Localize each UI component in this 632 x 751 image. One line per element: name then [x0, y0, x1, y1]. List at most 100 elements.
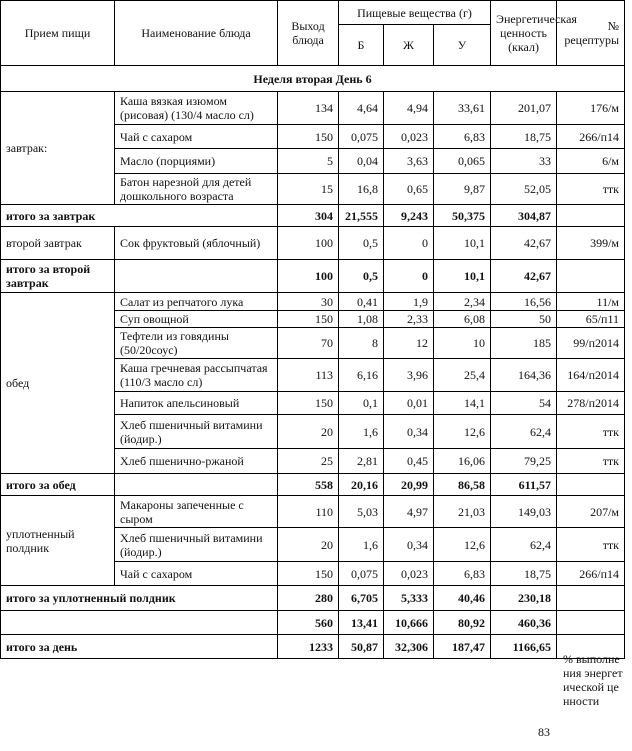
protein-value: 6,16 [338, 358, 384, 392]
dish-name: Суп овощной [114, 310, 278, 328]
dish-name: Макароны запеченные с сыром [114, 495, 278, 528]
total-protein: 20,16 [338, 473, 384, 496]
total-carbs: 80,92 [432, 610, 492, 635]
energy-value: 18,75 [490, 561, 558, 586]
protein-value: 1,08 [338, 310, 384, 328]
energy-value: 164,36 [490, 358, 558, 392]
meal-name: уплотненный полдник [0, 495, 115, 586]
protein-value: 0,5 [338, 226, 384, 260]
dish-row: Чай с сахаром 150 0,075 0,023 6,83 18,75 266/п… [1, 124, 626, 149]
output-value: 20 [277, 414, 339, 449]
header-output: Выход блюда [277, 0, 339, 66]
dish-name: Чай с сахаром [114, 561, 278, 586]
total-protein: 50,87 [338, 634, 384, 659]
total-output: 280 [277, 585, 339, 611]
energy-value: 52,05 [490, 173, 558, 205]
fat-value: 0,65 [383, 173, 434, 205]
total-label: итого за уплотненный полдник [0, 585, 278, 611]
total-protein: 21,555 [338, 204, 384, 227]
recipe-number: ттк [556, 173, 626, 205]
protein-value: 5,03 [338, 495, 384, 528]
output-value: 150 [277, 561, 339, 586]
dish-row: Хлеб пшеничный витамини (йодир.) 20 1,6 0,3… [1, 414, 626, 449]
fat-value: 0,34 [383, 414, 434, 449]
total-output: 558 [277, 473, 339, 496]
empty-cell [556, 204, 626, 227]
total-output: 1233 [277, 634, 339, 659]
energy-value: 54 [490, 391, 558, 415]
fat-value: 4,94 [383, 91, 434, 125]
total-carbs: 187,47 [432, 634, 492, 659]
total-protein: 0,5 [338, 259, 384, 293]
carbs-value: 6,83 [432, 561, 492, 586]
energy-value: 42,67 [490, 226, 558, 260]
dish-row: Каша гречневая рассыпчатая (110/3 масло … [1, 358, 626, 392]
energy-fulfillment-label: % выполнения энергетической ценности [563, 652, 623, 708]
protein-value: 0,41 [338, 292, 384, 311]
protein-value: 8 [338, 327, 384, 359]
output-value: 150 [277, 391, 339, 415]
carbs-value: 12,6 [432, 527, 492, 562]
output-value: 113 [277, 358, 339, 392]
dish-row: Тефтели из говядины (50/20соус) 70 8 12 10 18… [1, 327, 626, 359]
energy-value: 62,4 [490, 527, 558, 562]
carbs-value: 12,6 [432, 414, 492, 449]
total-label: итого за обед [0, 473, 115, 496]
recipe-number: 278/п2014 [556, 391, 626, 415]
fat-value: 0,023 [383, 561, 434, 586]
carbs-value: 6,08 [432, 310, 492, 328]
carbs-value: 2,34 [432, 292, 492, 311]
output-value: 150 [277, 124, 339, 149]
energy-value: 149,03 [490, 495, 558, 528]
recipe-number: 266/п14 [556, 561, 626, 586]
energy-value: 33 [490, 148, 558, 174]
output-value: 110 [277, 495, 339, 528]
fat-value: 2,33 [383, 310, 434, 328]
week-title: Неделя вторая День 6 [0, 65, 626, 92]
energy-value: 201,07 [490, 91, 558, 125]
fat-value: 0,34 [383, 527, 434, 562]
carbs-value: 16,06 [432, 448, 492, 474]
dish-name: Тефтели из говядины (50/20соус) [114, 327, 278, 359]
subtotal-row: 560 13,41 10,666 80,92 460,36 [0, 610, 626, 635]
total-energy: 230,18 [490, 585, 558, 611]
total-carbs: 50,375 [432, 204, 492, 227]
recipe-number: 266/п14 [556, 124, 626, 149]
energy-value: 18,75 [490, 124, 558, 149]
protein-value: 1,6 [338, 414, 384, 449]
dish-row: обед Салат из репчатого лука 30 0,41 1,9 2,34… [0, 292, 626, 474]
empty-cell [114, 259, 278, 293]
total-label: итого за второй завтрак [0, 259, 115, 293]
empty-cell [556, 259, 626, 293]
total-fat: 5,333 [383, 585, 434, 611]
protein-value: 1,6 [338, 527, 384, 562]
dish-name: Батон нарезной для детей дошкольного воз… [114, 173, 278, 205]
protein-value: 0,075 [338, 124, 384, 149]
output-value: 5 [277, 148, 339, 174]
recipe-number: 11/м [556, 292, 626, 311]
recipe-number: 65/п11 [556, 310, 626, 328]
meal-name: второй завтрак [0, 226, 115, 260]
fat-value: 0 [383, 226, 434, 260]
protein-value: 16,8 [338, 173, 384, 205]
carbs-value: 33,61 [432, 91, 492, 125]
fat-value: 3,63 [383, 148, 434, 174]
output-value: 70 [277, 327, 339, 359]
dish-row: уплотненный полдник Макароны запеченные с… [0, 495, 626, 586]
header-meal: Прием пищи [0, 0, 115, 66]
carbs-value: 21,03 [432, 495, 492, 528]
total-output: 100 [277, 259, 339, 293]
total-output: 560 [277, 610, 339, 635]
output-value: 30 [277, 292, 339, 311]
recipe-number: 164/п2014 [556, 358, 626, 392]
recipe-number: 399/м [556, 226, 626, 260]
energy-fulfillment-value: 83 [538, 725, 550, 739]
fat-value: 0,45 [383, 448, 434, 474]
dish-name: Хлеб пшенично-ржаной [114, 448, 278, 474]
protein-value: 0,1 [338, 391, 384, 415]
total-carbs: 40,46 [432, 585, 492, 611]
meal-name: завтрак: [0, 91, 115, 205]
total-energy: 42,67 [490, 259, 558, 293]
protein-value: 2,81 [338, 448, 384, 474]
fat-value: 12 [383, 327, 434, 359]
